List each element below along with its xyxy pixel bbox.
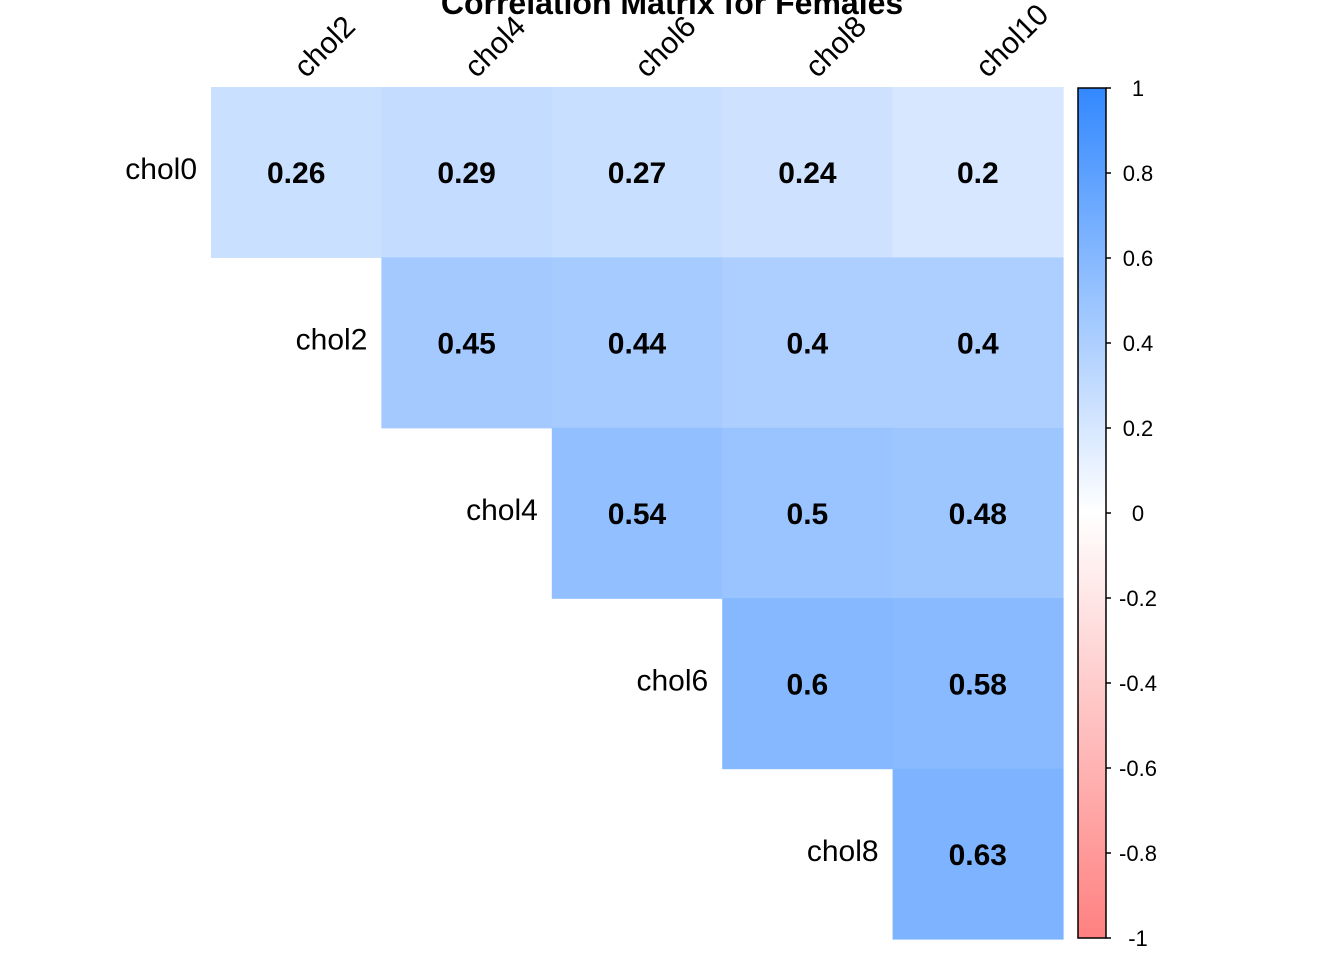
heatmap-cell-chol0-chol4 [381, 87, 553, 258]
legend-color-bar [1077, 87, 1107, 939]
cell-value-label: 0.27 [608, 157, 666, 190]
cell-value-label: 0.2 [957, 157, 999, 190]
legend-tick-label: 0.2 [1123, 416, 1154, 441]
cell-value-label: 0.63 [949, 839, 1007, 872]
legend-tick-label: -0.8 [1119, 841, 1157, 866]
heatmap-cell-chol4-chol6 [551, 427, 723, 599]
heatmap-cell-chol4-chol8 [722, 427, 894, 599]
column-label-chol8: chol8 [799, 10, 873, 84]
heatmap-cell-chol6-chol10 [892, 598, 1064, 770]
column-label-chol6: chol6 [629, 10, 703, 84]
legend-tick-label: 1 [1132, 76, 1144, 101]
row-label-chol8: chol8 [807, 835, 879, 868]
legend-tick-label: -0.4 [1119, 671, 1157, 696]
cell-value-label: 0.48 [949, 498, 1007, 531]
heatmap-cell-chol2-chol8 [722, 257, 894, 429]
heatmap-cell-chol0-chol2 [211, 87, 382, 258]
heatmap-cell-chol6-chol8 [722, 598, 894, 770]
legend-tick-label: -1 [1128, 926, 1148, 951]
heatmap-cell-chol2-chol6 [551, 257, 723, 429]
legend-tick-label: 0 [1132, 501, 1144, 526]
column-label-chol2: chol2 [288, 10, 362, 84]
cell-value-label: 0.54 [608, 498, 667, 531]
cell-value-label: 0.4 [957, 328, 999, 361]
heatmap-cell-chol8-chol10 [892, 768, 1064, 940]
chart-title: Correlation Matrix for Females [441, 0, 903, 21]
cell-value-label: 0.4 [787, 328, 829, 361]
heatmap-cell-chol4-chol10 [892, 427, 1064, 599]
heatmap-cell-chol2-chol4 [381, 257, 553, 429]
heatmap-cell-chol2-chol10 [892, 257, 1064, 429]
row-label-chol6: chol6 [636, 664, 708, 697]
legend-tick-label: -0.2 [1119, 586, 1157, 611]
legend-tick-label: -0.6 [1119, 756, 1157, 781]
cell-value-label: 0.45 [437, 328, 495, 361]
cell-value-label: 0.58 [949, 668, 1007, 701]
cell-value-label: 0.44 [608, 328, 667, 361]
column-label-chol10: chol10 [969, 0, 1055, 84]
row-labels: chol0 chol2 chol4 chol6 chol8 [125, 153, 878, 868]
row-label-chol4: chol4 [466, 494, 538, 527]
cell-value-label: 0.6 [787, 668, 829, 701]
color-legend: 1 0.8 0.6 0.4 0.2 0 -0.2 -0.4 -0.6 -0.8 -1 [1077, 76, 1157, 951]
legend-tick-label: 0.6 [1123, 246, 1154, 271]
cell-value-label: 0.29 [437, 157, 495, 190]
heatmap-cell-chol0-chol6 [551, 87, 723, 258]
cell-value-label: 0.5 [787, 498, 829, 531]
row-label-chol0: chol0 [125, 153, 197, 186]
cell-value-label: 0.24 [778, 157, 837, 190]
heatmap-cell-chol0-chol10 [892, 87, 1064, 258]
heatmap-cells: 0.26 0.29 0.27 0.24 0.2 0.45 0.44 0.4 0.4 0.54 0.5… [211, 87, 1064, 940]
column-label-chol4: chol4 [458, 10, 532, 84]
heatmap-cell-chol0-chol8 [722, 87, 894, 258]
legend-tick-label: 0.4 [1123, 331, 1154, 356]
cell-value-label: 0.26 [267, 157, 325, 190]
row-label-chol2: chol2 [296, 324, 368, 357]
legend-tick-label: 0.8 [1123, 161, 1154, 186]
